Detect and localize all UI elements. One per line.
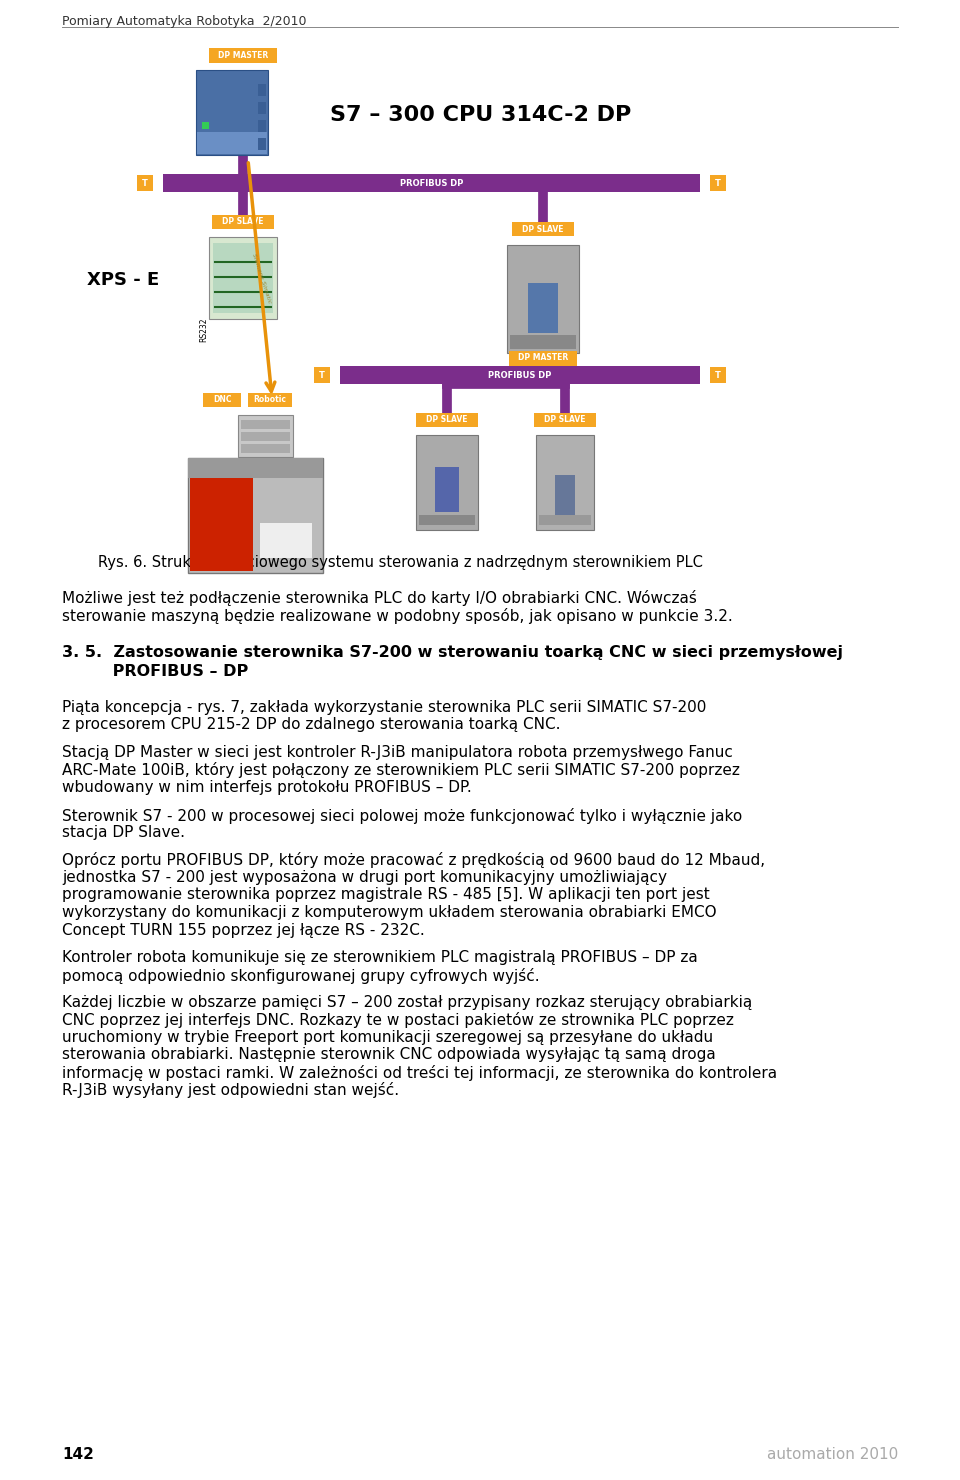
Text: Sterownik S7 - 200 w procesowej sieci polowej może funkcjonować tylko i wyłączni: Sterownik S7 - 200 w procesowej sieci po… <box>62 808 742 823</box>
Text: DP SLAVE: DP SLAVE <box>426 416 468 425</box>
FancyBboxPatch shape <box>509 351 577 366</box>
Text: informację w postaci ramki. W zależności od treści tej informacji, ze sterownika: informację w postaci ramki. W zależności… <box>62 1066 778 1080</box>
FancyBboxPatch shape <box>710 367 726 383</box>
Text: DNC: DNC <box>213 395 231 404</box>
Text: DP MASTER: DP MASTER <box>517 354 568 363</box>
Text: stacja DP Slave.: stacja DP Slave. <box>62 824 185 841</box>
FancyBboxPatch shape <box>197 132 267 154</box>
FancyBboxPatch shape <box>510 334 576 349</box>
FancyBboxPatch shape <box>435 468 459 512</box>
Text: CNC poprzez jej interfejs DNC. Rozkazy te w postaci pakietów ze strownika PLC po: CNC poprzez jej interfejs DNC. Rozkazy t… <box>62 1012 733 1029</box>
Text: T: T <box>319 370 324 379</box>
FancyBboxPatch shape <box>536 435 594 530</box>
Text: S7 – 300 CPU 314C-2 DP: S7 – 300 CPU 314C-2 DP <box>330 105 632 124</box>
Text: XPS - E: XPS - E <box>87 271 159 289</box>
FancyBboxPatch shape <box>710 175 726 191</box>
FancyBboxPatch shape <box>203 394 241 407</box>
Text: DP SLAVE: DP SLAVE <box>522 225 564 234</box>
FancyBboxPatch shape <box>241 432 290 441</box>
FancyBboxPatch shape <box>419 515 475 525</box>
Text: Concept TURN 155 poprzez jej łącze RS - 232C.: Concept TURN 155 poprzez jej łącze RS - … <box>62 922 424 937</box>
Text: wbudowany w nim interfejs protokołu PROFIBUS – DP.: wbudowany w nim interfejs protokołu PROF… <box>62 780 471 795</box>
Text: DP MASTER: DP MASTER <box>218 50 268 59</box>
Text: T: T <box>715 179 721 188</box>
Text: jednostka S7 - 200 jest wyposażona w drugi port komunikacyjny umożliwiający: jednostka S7 - 200 jest wyposażona w dru… <box>62 870 667 885</box>
FancyBboxPatch shape <box>258 84 266 96</box>
Text: Każdej liczbie w obszarze pamięci S7 – 200 został przypisany rozkaz sterujący ob: Każdej liczbie w obszarze pamięci S7 – 2… <box>62 995 753 1009</box>
Text: Kontroler robota komunikuje się ze sterownikiem PLC magistralą PROFIBUS – DP za: Kontroler robota komunikuje się ze stero… <box>62 950 698 965</box>
FancyBboxPatch shape <box>512 222 574 235</box>
Text: uruchomiony w trybie Freeport port komunikacji szeregowej są przesyłane do układ: uruchomiony w trybie Freeport port komun… <box>62 1030 713 1045</box>
Text: T: T <box>142 179 148 188</box>
FancyBboxPatch shape <box>258 102 266 114</box>
FancyBboxPatch shape <box>314 367 330 383</box>
FancyBboxPatch shape <box>507 246 579 354</box>
FancyBboxPatch shape <box>237 414 293 457</box>
Text: pomocą odpowiednio skonfigurowanej grupy cyfrowych wyjść.: pomocą odpowiednio skonfigurowanej grupy… <box>62 968 540 984</box>
Text: Rys. 6. Struktura sieciowego systemu sterowania z nadrzędnym sterownikiem PLC: Rys. 6. Struktura sieciowego systemu ste… <box>98 555 703 570</box>
FancyBboxPatch shape <box>196 70 268 155</box>
FancyBboxPatch shape <box>555 475 575 515</box>
Text: automation 2010: automation 2010 <box>767 1447 898 1462</box>
FancyBboxPatch shape <box>187 457 323 573</box>
FancyBboxPatch shape <box>258 138 266 149</box>
Text: DP SLAVE: DP SLAVE <box>223 218 264 226</box>
Text: Stacją DP Master w sieci jest kontroler R-J3iB manipulatora robota przemysłwego : Stacją DP Master w sieci jest kontroler … <box>62 744 732 761</box>
Text: Pomiary Automatyka Robotyka  2/2010: Pomiary Automatyka Robotyka 2/2010 <box>62 15 306 28</box>
Text: Oprócz portu PROFIBUS DP, który może pracować z prędkością od 9600 baud do 12 Mb: Oprócz portu PROFIBUS DP, który może pra… <box>62 852 765 869</box>
Text: Siemens Simatic: Siemens Simatic <box>251 253 272 303</box>
FancyBboxPatch shape <box>163 175 700 192</box>
FancyBboxPatch shape <box>209 237 277 320</box>
FancyBboxPatch shape <box>416 435 478 530</box>
Text: ARC-Mate 100iB, który jest połączony ze sterownikiem PLC serii SIMATIC S7-200 po: ARC-Mate 100iB, który jest połączony ze … <box>62 762 740 778</box>
FancyBboxPatch shape <box>241 420 290 429</box>
Text: Piąta koncepcja - rys. 7, zakłada wykorzystanie sterownika PLC serii SIMATIC S7-: Piąta koncepcja - rys. 7, zakłada wykorz… <box>62 700 707 715</box>
FancyBboxPatch shape <box>212 215 274 229</box>
FancyBboxPatch shape <box>528 283 558 333</box>
Text: R-J3iB wysyłany jest odpowiedni stan wejść.: R-J3iB wysyłany jest odpowiedni stan wej… <box>62 1082 399 1098</box>
FancyBboxPatch shape <box>260 522 312 558</box>
Text: DP SLAVE: DP SLAVE <box>544 416 586 425</box>
FancyBboxPatch shape <box>213 243 273 312</box>
Text: z procesorem CPU 215-2 DP do zdalnego sterowania toarką CNC.: z procesorem CPU 215-2 DP do zdalnego st… <box>62 718 561 733</box>
FancyBboxPatch shape <box>248 394 292 407</box>
FancyBboxPatch shape <box>258 120 266 132</box>
Text: 3. 5.  Zastosowanie sterownika S7-200 w sterowaniu toarką CNC w sieci przemysłow: 3. 5. Zastosowanie sterownika S7-200 w s… <box>62 645 843 660</box>
FancyBboxPatch shape <box>137 175 153 191</box>
FancyBboxPatch shape <box>340 366 700 383</box>
FancyBboxPatch shape <box>539 515 591 525</box>
Text: T: T <box>715 370 721 379</box>
Text: PROFIBUS – DP: PROFIBUS – DP <box>62 665 249 679</box>
FancyBboxPatch shape <box>189 460 252 571</box>
FancyBboxPatch shape <box>202 121 209 129</box>
FancyBboxPatch shape <box>187 457 323 478</box>
Text: sterowania obrabiarki. Następnie sterownik CNC odpowiada wysyłając tą samą droga: sterowania obrabiarki. Następnie sterown… <box>62 1048 716 1063</box>
Text: RS232: RS232 <box>200 318 208 342</box>
FancyBboxPatch shape <box>209 47 277 62</box>
Text: wykorzystany do komunikacji z komputerowym układem sterowania obrabiarki EMCO: wykorzystany do komunikacji z komputerow… <box>62 904 716 921</box>
FancyBboxPatch shape <box>416 413 478 428</box>
Text: programowanie sterownika poprzez magistrale RS - 485 [5]. W aplikacji ten port j: programowanie sterownika poprzez magistr… <box>62 888 709 903</box>
Text: sterowanie maszyną będzie realizowane w podobny sposób, jak opisano w punkcie 3.: sterowanie maszyną będzie realizowane w … <box>62 608 732 625</box>
FancyBboxPatch shape <box>534 413 596 428</box>
Text: 142: 142 <box>62 1447 94 1462</box>
Text: Możliwe jest też podłączenie sterownika PLC do karty I/O obrabiarki CNC. Wówczaś: Możliwe jest też podłączenie sterownika … <box>62 591 697 605</box>
FancyBboxPatch shape <box>241 444 290 453</box>
Text: PROFIBUS DP: PROFIBUS DP <box>489 370 552 379</box>
Text: Robotic: Robotic <box>253 395 286 404</box>
Text: PROFIBUS DP: PROFIBUS DP <box>399 179 463 188</box>
